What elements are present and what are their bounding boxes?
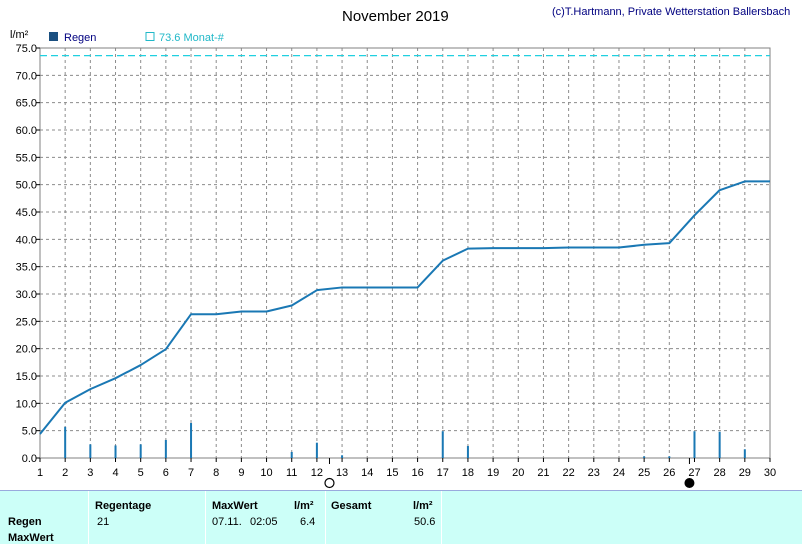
credit-text: (c)T.Hartmann, Private Wetterstation Bal… bbox=[552, 6, 790, 18]
maxwert-value: 6.4 bbox=[300, 516, 316, 528]
cumulative-line bbox=[39, 180, 770, 435]
maxwert-time: 02:05 bbox=[250, 516, 278, 528]
x-tick-label: 9 bbox=[238, 467, 244, 479]
x-tick-label: 6 bbox=[163, 467, 169, 479]
rain-bar bbox=[718, 431, 721, 458]
x-tick-label: 15 bbox=[386, 467, 398, 479]
cumulative-rain-line bbox=[39, 180, 770, 435]
rain-bar bbox=[693, 431, 696, 458]
y-unit-label: l/m² bbox=[10, 29, 29, 41]
rain-bar bbox=[466, 445, 469, 458]
x-tick-label: 1 bbox=[37, 467, 43, 479]
y-tick-label: 20.0 bbox=[16, 344, 37, 356]
plot-frame bbox=[39, 47, 771, 459]
x-tick-label: 22 bbox=[562, 467, 574, 479]
y-tick-label: 25.0 bbox=[16, 316, 37, 328]
rain-bar bbox=[441, 431, 444, 458]
x-tick-label: 7 bbox=[188, 467, 194, 479]
y-tick-label: 75.0 bbox=[16, 43, 37, 55]
full-moon-icon bbox=[324, 477, 335, 489]
x-tick-label: 27 bbox=[688, 467, 700, 479]
x-tick-label: 3 bbox=[87, 467, 93, 479]
maxwert-date: 07.11. bbox=[212, 516, 242, 528]
rain-bar bbox=[643, 456, 646, 458]
x-tick-label: 2 bbox=[62, 467, 68, 479]
gesamt-header: Gesamt bbox=[331, 500, 372, 512]
x-tick-label: 8 bbox=[213, 467, 219, 479]
rain-bar bbox=[139, 444, 142, 458]
x-axis-ticks: 1 2 3 4 5 6 7 8 9 10 11 12 13 14 15 16 17 18 19 20 21 22 23 24 2… bbox=[37, 458, 776, 479]
y-tick-label: 15.0 bbox=[16, 371, 37, 383]
x-tick-label: 13 bbox=[336, 467, 348, 479]
x-tick-label: 11 bbox=[286, 467, 297, 479]
rain-bar bbox=[114, 445, 117, 458]
legend-monthly-label: 73.6 Monat-# bbox=[159, 32, 225, 44]
maxwert-header: MaxWert bbox=[212, 500, 258, 512]
rain-bar bbox=[89, 444, 92, 458]
regentage-header: Regentage bbox=[95, 500, 152, 512]
y-tick-label: 55.0 bbox=[16, 152, 37, 164]
x-tick-label: 14 bbox=[361, 467, 373, 479]
y-tick-label: 30.0 bbox=[16, 289, 37, 301]
summary-divider bbox=[88, 491, 89, 544]
rain-bar bbox=[164, 439, 167, 458]
moon-phase-markers bbox=[324, 458, 695, 489]
y-tick-label: 0.0 bbox=[22, 453, 37, 465]
new-moon-icon bbox=[684, 478, 695, 488]
regentage-value: 21 bbox=[97, 516, 110, 528]
rain-bar bbox=[743, 449, 746, 458]
rain-bar bbox=[315, 442, 318, 458]
x-tick-label: 17 bbox=[437, 467, 449, 479]
chart-title: November 2019 bbox=[342, 8, 449, 25]
rain-bar bbox=[190, 423, 193, 458]
grid bbox=[40, 48, 770, 458]
legend-rain-swatch bbox=[49, 32, 58, 41]
summary-row-label-maxwert: MaxWert bbox=[8, 532, 54, 544]
y-tick-label: 70.0 bbox=[16, 70, 37, 82]
y-tick-label: 65.0 bbox=[16, 98, 37, 110]
x-tick-label: 10 bbox=[260, 467, 272, 479]
summary-divider bbox=[205, 491, 206, 544]
y-tick-label: 45.0 bbox=[16, 207, 37, 219]
rain-chart: November 2019 (c)T.Hartmann, Private Wet… bbox=[10, 6, 790, 489]
maxwert-unit: l/m² bbox=[294, 500, 314, 512]
y-tick-label: 40.0 bbox=[16, 234, 37, 246]
x-tick-label: 5 bbox=[138, 467, 144, 479]
x-tick-label: 26 bbox=[663, 467, 675, 479]
y-tick-label: 35.0 bbox=[16, 262, 37, 274]
y-tick-label: 50.0 bbox=[16, 180, 37, 192]
x-tick-label: 12 bbox=[311, 467, 323, 479]
daily-rain-bars bbox=[64, 423, 746, 458]
gesamt-value: 50.6 bbox=[414, 516, 436, 528]
rain-bar bbox=[290, 451, 293, 458]
x-tick-label: 23 bbox=[588, 467, 600, 479]
rain-bar bbox=[668, 456, 671, 458]
x-tick-label: 21 bbox=[537, 467, 549, 479]
x-tick-label: 20 bbox=[512, 467, 524, 479]
x-tick-label: 4 bbox=[112, 467, 118, 479]
y-tick-label: 60.0 bbox=[16, 125, 37, 137]
summary-divider bbox=[325, 491, 326, 544]
legend-rain-label: Regen bbox=[64, 32, 96, 44]
y-tick-label: 5.0 bbox=[22, 426, 37, 438]
summary-panel: Regen MaxWert Regentage 21 MaxWert l/m² … bbox=[0, 490, 802, 544]
x-tick-label: 18 bbox=[462, 467, 474, 479]
x-tick-label: 28 bbox=[714, 467, 726, 479]
y-tick-label: 10.0 bbox=[16, 398, 37, 410]
y-axis-ticks: 0.0 5.0 10.0 15.0 20.0 25.0 30.0 35.0 40.0 45.0 50… bbox=[16, 43, 40, 465]
x-tick-label: 29 bbox=[739, 467, 751, 479]
x-tick-label: 25 bbox=[638, 467, 650, 479]
summary-row-label-regen: Regen bbox=[8, 516, 42, 528]
rain-bar bbox=[64, 426, 67, 458]
rain-bar bbox=[341, 455, 344, 458]
summary-divider bbox=[441, 491, 442, 544]
x-tick-label: 19 bbox=[487, 467, 499, 479]
x-tick-label: 24 bbox=[613, 467, 625, 479]
legend-monthly-swatch bbox=[145, 32, 155, 41]
gesamt-unit: l/m² bbox=[413, 500, 433, 512]
x-tick-label: 16 bbox=[411, 467, 423, 479]
x-tick-label: 30 bbox=[764, 467, 776, 479]
